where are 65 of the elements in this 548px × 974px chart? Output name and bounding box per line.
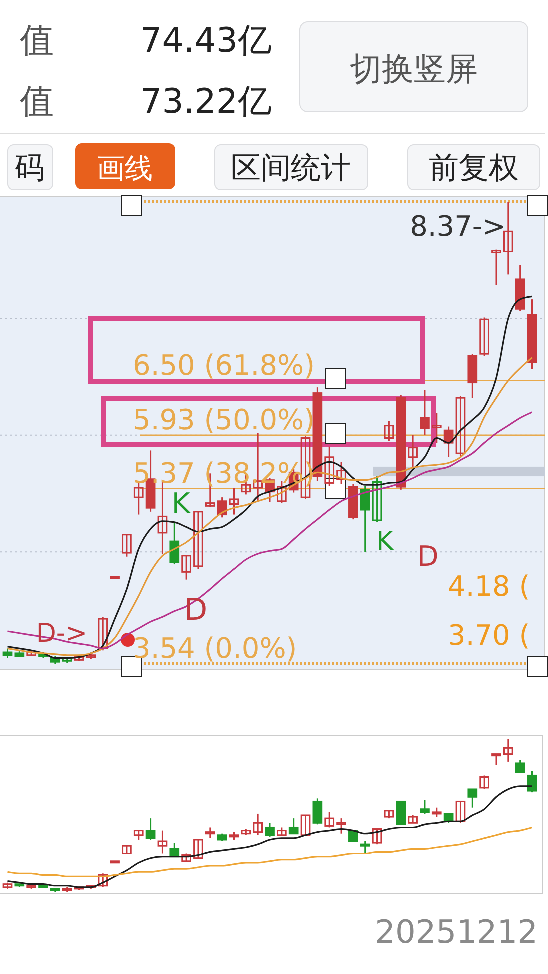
- candlestick: [194, 839, 204, 860]
- candlestick: [170, 522, 180, 566]
- text: 值: [20, 82, 54, 122]
- text: 20251212: [375, 913, 538, 951]
- annotation: D: [417, 540, 439, 573]
- candlestick: [360, 485, 370, 553]
- candlestick: [265, 822, 275, 838]
- candlestick: [300, 814, 311, 836]
- annotation: 3.70 (: [448, 619, 530, 652]
- ref-line-label: 6.50 (61.8%): [133, 348, 316, 382]
- candlestick: [480, 774, 490, 790]
- text: 74.43亿: [140, 21, 272, 61]
- ref-line-label: 5.93 (50.0%): [133, 403, 316, 436]
- candlestick: [2, 648, 13, 660]
- text: 73.22亿: [140, 82, 272, 122]
- candlestick: [432, 412, 442, 444]
- candlestick: [492, 249, 502, 286]
- candlestick: [372, 828, 382, 846]
- candlestick: [432, 807, 442, 818]
- candlestick: [122, 534, 132, 558]
- annotation: K: [172, 487, 191, 520]
- candlestick: [515, 760, 526, 774]
- candlestick: [146, 818, 156, 841]
- candlestick: [98, 616, 108, 652]
- text: 区间统计: [231, 151, 351, 186]
- candlestick: [336, 461, 346, 485]
- candlestick: [324, 812, 335, 828]
- ref-line-label: 8.37->: [410, 210, 506, 243]
- candlestick: [420, 799, 430, 815]
- candlestick: [456, 395, 466, 458]
- candlestick: [205, 826, 216, 840]
- candlestick: [360, 840, 370, 854]
- candlestick: [229, 487, 240, 516]
- candlestick: [312, 798, 323, 826]
- annotation: K: [376, 527, 394, 557]
- candlestick: [456, 800, 466, 824]
- candlestick: [182, 555, 192, 581]
- candlestick: [492, 754, 502, 766]
- candlestick: [134, 830, 144, 841]
- candlestick: [158, 830, 168, 854]
- candlestick: [288, 818, 299, 835]
- candlestick: [503, 738, 514, 763]
- candlestick: [194, 511, 204, 570]
- candlestick: [408, 434, 418, 468]
- candlestick: [503, 201, 514, 276]
- annotation: 4.18 (: [448, 570, 530, 603]
- candlestick: [420, 390, 430, 436]
- candlestick: [134, 482, 144, 516]
- candlestick: [468, 788, 478, 809]
- text: 切换竖屏: [350, 50, 478, 88]
- candlestick: [396, 800, 406, 826]
- text: 画线: [97, 152, 153, 185]
- candlestick: [253, 813, 263, 836]
- text: 码: [15, 151, 45, 186]
- text: 值: [20, 21, 54, 61]
- text: 前复权: [429, 151, 519, 186]
- candlestick: [336, 818, 346, 835]
- candlestick: [98, 872, 108, 888]
- candlestick: [372, 476, 382, 524]
- candlestick: [384, 420, 394, 442]
- ref-line-label: 3.54 (0.0%): [133, 632, 298, 665]
- candlestick: [324, 446, 335, 487]
- candlestick: [527, 770, 538, 794]
- candlestick: [480, 316, 490, 357]
- annotation: D: [184, 593, 208, 628]
